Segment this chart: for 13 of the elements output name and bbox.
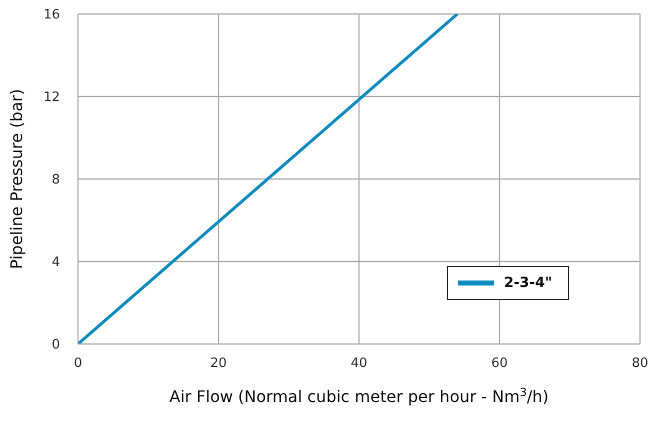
y-axis-title: Pipeline Pressure (bar) xyxy=(7,88,26,270)
x-tick-label: 40 xyxy=(350,356,368,372)
x-tick-label: 0 xyxy=(74,356,82,372)
y-tick-label: 16 xyxy=(43,8,60,23)
legend-label: 2-3-4" xyxy=(504,275,552,291)
y-tick-label: 12 xyxy=(43,90,60,106)
x-tick-label: 60 xyxy=(491,356,508,372)
y-tick-label: 8 xyxy=(52,172,60,188)
y-tick-label: 0 xyxy=(52,338,60,353)
x-tick-label: 20 xyxy=(210,356,227,372)
x-axis-title: Air Flow (Normal cubic meter per hour - Nm$^{3}$/h) xyxy=(169,386,549,406)
x-tick-label: 80 xyxy=(632,356,648,372)
y-tick-label: 4 xyxy=(52,255,60,270)
